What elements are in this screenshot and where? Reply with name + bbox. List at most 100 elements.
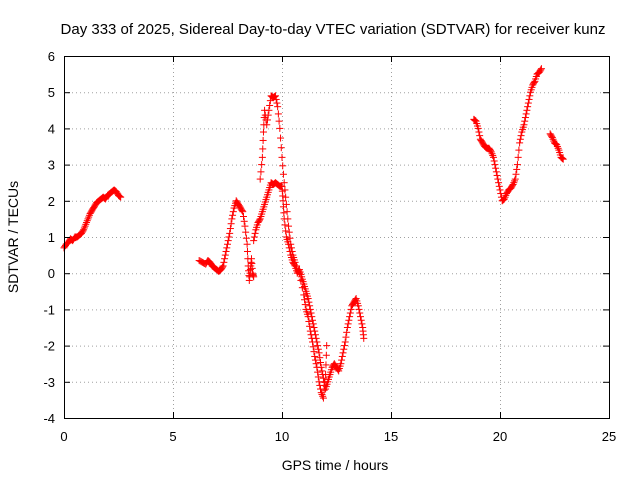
data-point bbox=[339, 349, 347, 357]
data-point bbox=[275, 117, 283, 125]
data-point bbox=[525, 95, 533, 103]
data-point bbox=[358, 320, 366, 328]
data-point bbox=[311, 352, 319, 360]
data-point bbox=[356, 309, 364, 317]
data-point bbox=[295, 269, 303, 277]
data-point bbox=[510, 179, 518, 187]
data-point bbox=[309, 316, 317, 324]
data-point bbox=[274, 103, 282, 111]
x-tick-label: 0 bbox=[60, 429, 67, 444]
data-point bbox=[305, 298, 313, 306]
data-point bbox=[263, 121, 271, 129]
data-point bbox=[221, 255, 229, 263]
data-point bbox=[508, 182, 516, 190]
data-point bbox=[250, 237, 258, 245]
data-point bbox=[360, 334, 368, 342]
data-point bbox=[514, 153, 522, 161]
data-point bbox=[307, 309, 315, 317]
data-point bbox=[513, 165, 521, 173]
data-point bbox=[279, 197, 287, 205]
data-point bbox=[340, 342, 348, 350]
data-point bbox=[306, 302, 314, 310]
data-point bbox=[346, 313, 354, 321]
y-tick-label: -1 bbox=[43, 302, 55, 317]
data-point bbox=[259, 145, 267, 153]
x-axis-label: GPS time / hours bbox=[282, 457, 389, 473]
data-point bbox=[523, 106, 531, 114]
data-point bbox=[314, 368, 322, 376]
data-point bbox=[311, 356, 319, 364]
data-point bbox=[238, 206, 246, 214]
data-point bbox=[264, 111, 272, 119]
data-point bbox=[259, 128, 267, 136]
data-point bbox=[343, 328, 351, 336]
data-point bbox=[320, 386, 328, 394]
data-point bbox=[553, 143, 561, 150]
data-point bbox=[357, 316, 365, 324]
data-point bbox=[250, 233, 258, 241]
data-point bbox=[271, 92, 279, 100]
data-point bbox=[263, 116, 271, 124]
data-point bbox=[520, 121, 528, 129]
data-points bbox=[60, 65, 567, 402]
data-point bbox=[220, 258, 228, 266]
data-point bbox=[537, 66, 545, 74]
y-tick-label: -3 bbox=[43, 375, 55, 390]
data-point bbox=[219, 262, 227, 270]
data-point bbox=[491, 161, 499, 169]
data-point bbox=[558, 154, 566, 162]
data-point bbox=[240, 217, 248, 225]
data-point bbox=[286, 234, 294, 242]
data-point bbox=[243, 240, 251, 248]
data-point bbox=[471, 116, 479, 124]
data-point bbox=[85, 211, 93, 219]
data-point bbox=[323, 342, 331, 350]
data-point bbox=[474, 124, 482, 132]
data-point bbox=[511, 177, 519, 185]
data-point bbox=[476, 132, 484, 140]
data-point bbox=[82, 220, 90, 228]
data-point bbox=[242, 234, 250, 242]
data-point bbox=[511, 175, 519, 183]
data-point bbox=[221, 251, 229, 259]
data-point bbox=[281, 186, 289, 194]
x-tick-label: 10 bbox=[275, 429, 289, 444]
data-point bbox=[513, 161, 521, 169]
data-point bbox=[271, 92, 279, 100]
data-point bbox=[259, 136, 267, 144]
data-point bbox=[229, 208, 237, 216]
data-point bbox=[314, 345, 322, 353]
data-point bbox=[258, 153, 266, 161]
data-point bbox=[277, 144, 285, 152]
data-point bbox=[285, 222, 293, 230]
y-axis-label: SDTVAR / TECUs bbox=[5, 181, 21, 293]
data-point bbox=[322, 361, 330, 369]
data-point bbox=[319, 394, 327, 402]
data-point bbox=[239, 212, 247, 220]
data-point bbox=[274, 110, 282, 118]
data-point bbox=[80, 224, 88, 232]
y-tick-label: -4 bbox=[43, 411, 55, 426]
data-point bbox=[79, 227, 87, 235]
data-point bbox=[488, 150, 496, 158]
data-point bbox=[509, 181, 517, 189]
data-point bbox=[524, 103, 532, 111]
data-point bbox=[495, 179, 503, 187]
data-point bbox=[287, 240, 295, 248]
data-point bbox=[500, 195, 508, 203]
data-point bbox=[241, 222, 249, 230]
grid-lines bbox=[64, 56, 609, 418]
data-point bbox=[307, 331, 315, 339]
data-point bbox=[319, 374, 327, 382]
data-point bbox=[526, 92, 534, 100]
data-point bbox=[280, 209, 288, 217]
data-point bbox=[294, 266, 302, 274]
x-tick-label: 5 bbox=[169, 429, 176, 444]
data-point bbox=[310, 348, 318, 356]
data-point bbox=[553, 141, 561, 149]
data-point bbox=[522, 110, 530, 118]
data-point bbox=[115, 192, 123, 200]
data-point bbox=[321, 378, 329, 386]
data-point bbox=[340, 345, 348, 353]
